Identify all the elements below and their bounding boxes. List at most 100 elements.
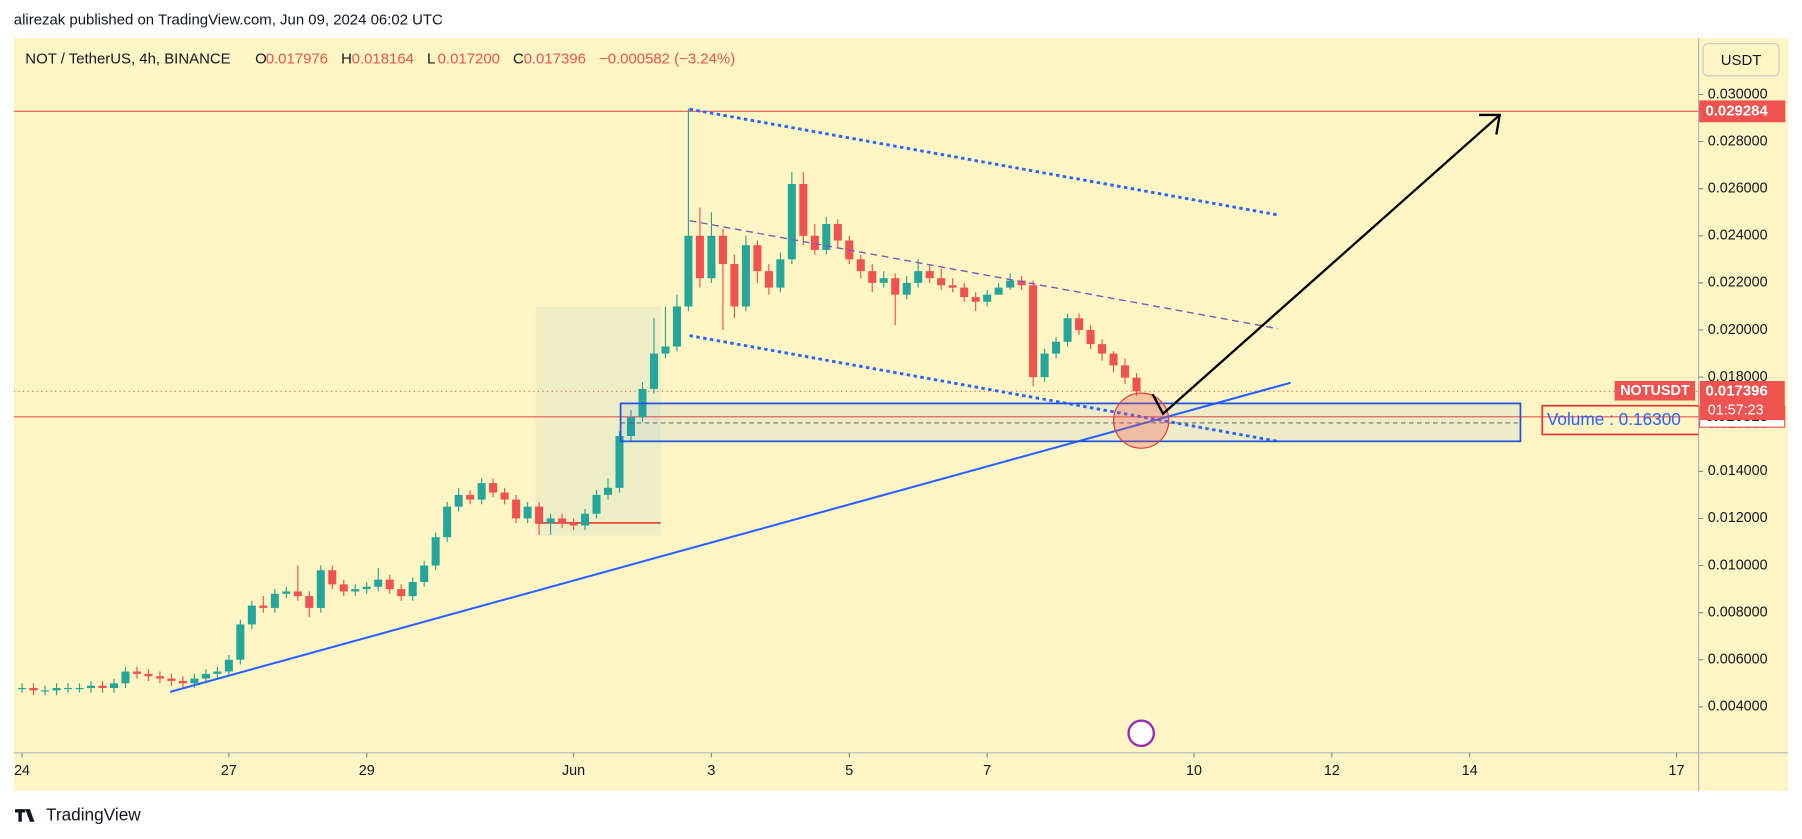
candle-body (776, 259, 785, 288)
candle-body (925, 271, 934, 279)
y-tick-label: 0.028000 (1708, 133, 1768, 149)
y-tick-label: 0.008000 (1708, 604, 1768, 620)
x-tick-label: 29 (359, 763, 375, 779)
candle-body (856, 259, 865, 272)
candle-body (178, 680, 187, 684)
stat-label: C (513, 51, 524, 68)
candle-body (213, 671, 222, 674)
candle-body (98, 685, 107, 689)
candle-body (328, 570, 337, 585)
candle-body (730, 264, 739, 307)
stat-value: 0.017976 (266, 51, 328, 68)
y-tick-label: 0.006000 (1708, 652, 1768, 668)
candle-body (1109, 353, 1118, 366)
candle-body (420, 565, 429, 583)
candle-body (626, 417, 636, 436)
candle-body (477, 483, 486, 500)
candle-body (523, 506, 532, 519)
candle-body (787, 183, 796, 260)
candle-body (41, 690, 50, 692)
candle-body (833, 224, 842, 241)
event-icon[interactable] (1127, 719, 1155, 748)
candle-body (1086, 330, 1095, 345)
level-label: 0.029284 (1705, 102, 1768, 119)
currency-button[interactable] (1702, 43, 1780, 77)
y-tick-label: 0.020000 (1708, 322, 1768, 338)
y-tick-label: 0.030000 (1708, 86, 1768, 102)
candle-body (18, 688, 27, 690)
candle-body (75, 688, 84, 690)
candle-body (558, 518, 567, 524)
candle-body (224, 659, 233, 672)
y-tick-label: 0.024000 (1708, 228, 1768, 244)
candle-body (385, 579, 394, 590)
trendline (169, 381, 1291, 693)
candle-body (695, 235, 704, 279)
candle-body (305, 596, 314, 608)
footer: TradingView (46, 805, 141, 825)
y-tick-label: 0.010000 (1708, 557, 1768, 573)
candle-body (822, 224, 831, 250)
candle-body (489, 483, 498, 493)
candle-body (948, 285, 957, 288)
candle-body (649, 353, 658, 389)
candle-body (121, 671, 130, 684)
candle-body (1121, 365, 1130, 378)
candle-body (316, 570, 325, 608)
candle-body (351, 589, 360, 592)
candle-body (707, 235, 716, 279)
chart-pane (13, 37, 1789, 791)
candle-body (201, 673, 210, 679)
candle-body (799, 183, 808, 236)
candle-body (891, 278, 900, 295)
y-tick-label: 0.022000 (1708, 275, 1768, 291)
stat-label: O (255, 51, 267, 68)
candle-body (603, 487, 613, 495)
stat-value: 0.017396 (524, 51, 586, 68)
x-tick-label: 7 (983, 763, 991, 779)
candle-body (63, 688, 73, 690)
stat-label: L (427, 51, 435, 68)
candle-body (718, 235, 727, 265)
y-tick-label: 0.014000 (1708, 463, 1768, 479)
candle-body (362, 586, 371, 590)
support-zone (619, 402, 1522, 443)
x-tick-label: Jun (562, 763, 585, 779)
candle-body (1098, 344, 1107, 354)
channel-bottom (689, 334, 1279, 443)
symbol-badge (1614, 380, 1696, 401)
candle-body (155, 676, 164, 679)
candle-body (29, 688, 38, 691)
candle-body (960, 287, 969, 298)
candle-body (408, 582, 417, 597)
candle-body (879, 278, 888, 283)
candle-body (868, 271, 877, 283)
candle-body (535, 506, 544, 524)
x-tick-label: 12 (1324, 763, 1340, 779)
arrow (1151, 114, 1501, 416)
candle-body (293, 591, 302, 597)
highlight-circle (1113, 392, 1170, 449)
stat-label: H (341, 51, 352, 68)
candle-body (86, 685, 96, 689)
candle-body (397, 589, 406, 597)
candle-body (144, 673, 153, 677)
candle-body (1063, 318, 1072, 342)
candle-body (374, 579, 383, 587)
candle-body (512, 499, 521, 519)
candle-body (615, 435, 624, 488)
plot (13, 108, 1699, 696)
candle-body (753, 245, 762, 272)
x-tick-label: 10 (1186, 763, 1202, 779)
drawings: Volume : 0.16300 (169, 107, 1699, 748)
channel-mid (689, 220, 1279, 330)
candle-body (236, 624, 245, 660)
x-tick-label: 14 (1462, 763, 1478, 779)
currency: USDT (1721, 52, 1762, 69)
countdown: 01:57:23 (1708, 403, 1764, 419)
y-tick-label: 0.018000 (1708, 369, 1768, 385)
y-tick-label: 0.026000 (1708, 180, 1768, 196)
candle-body (500, 492, 509, 500)
candle-body (167, 678, 176, 681)
candle-body (259, 605, 268, 608)
